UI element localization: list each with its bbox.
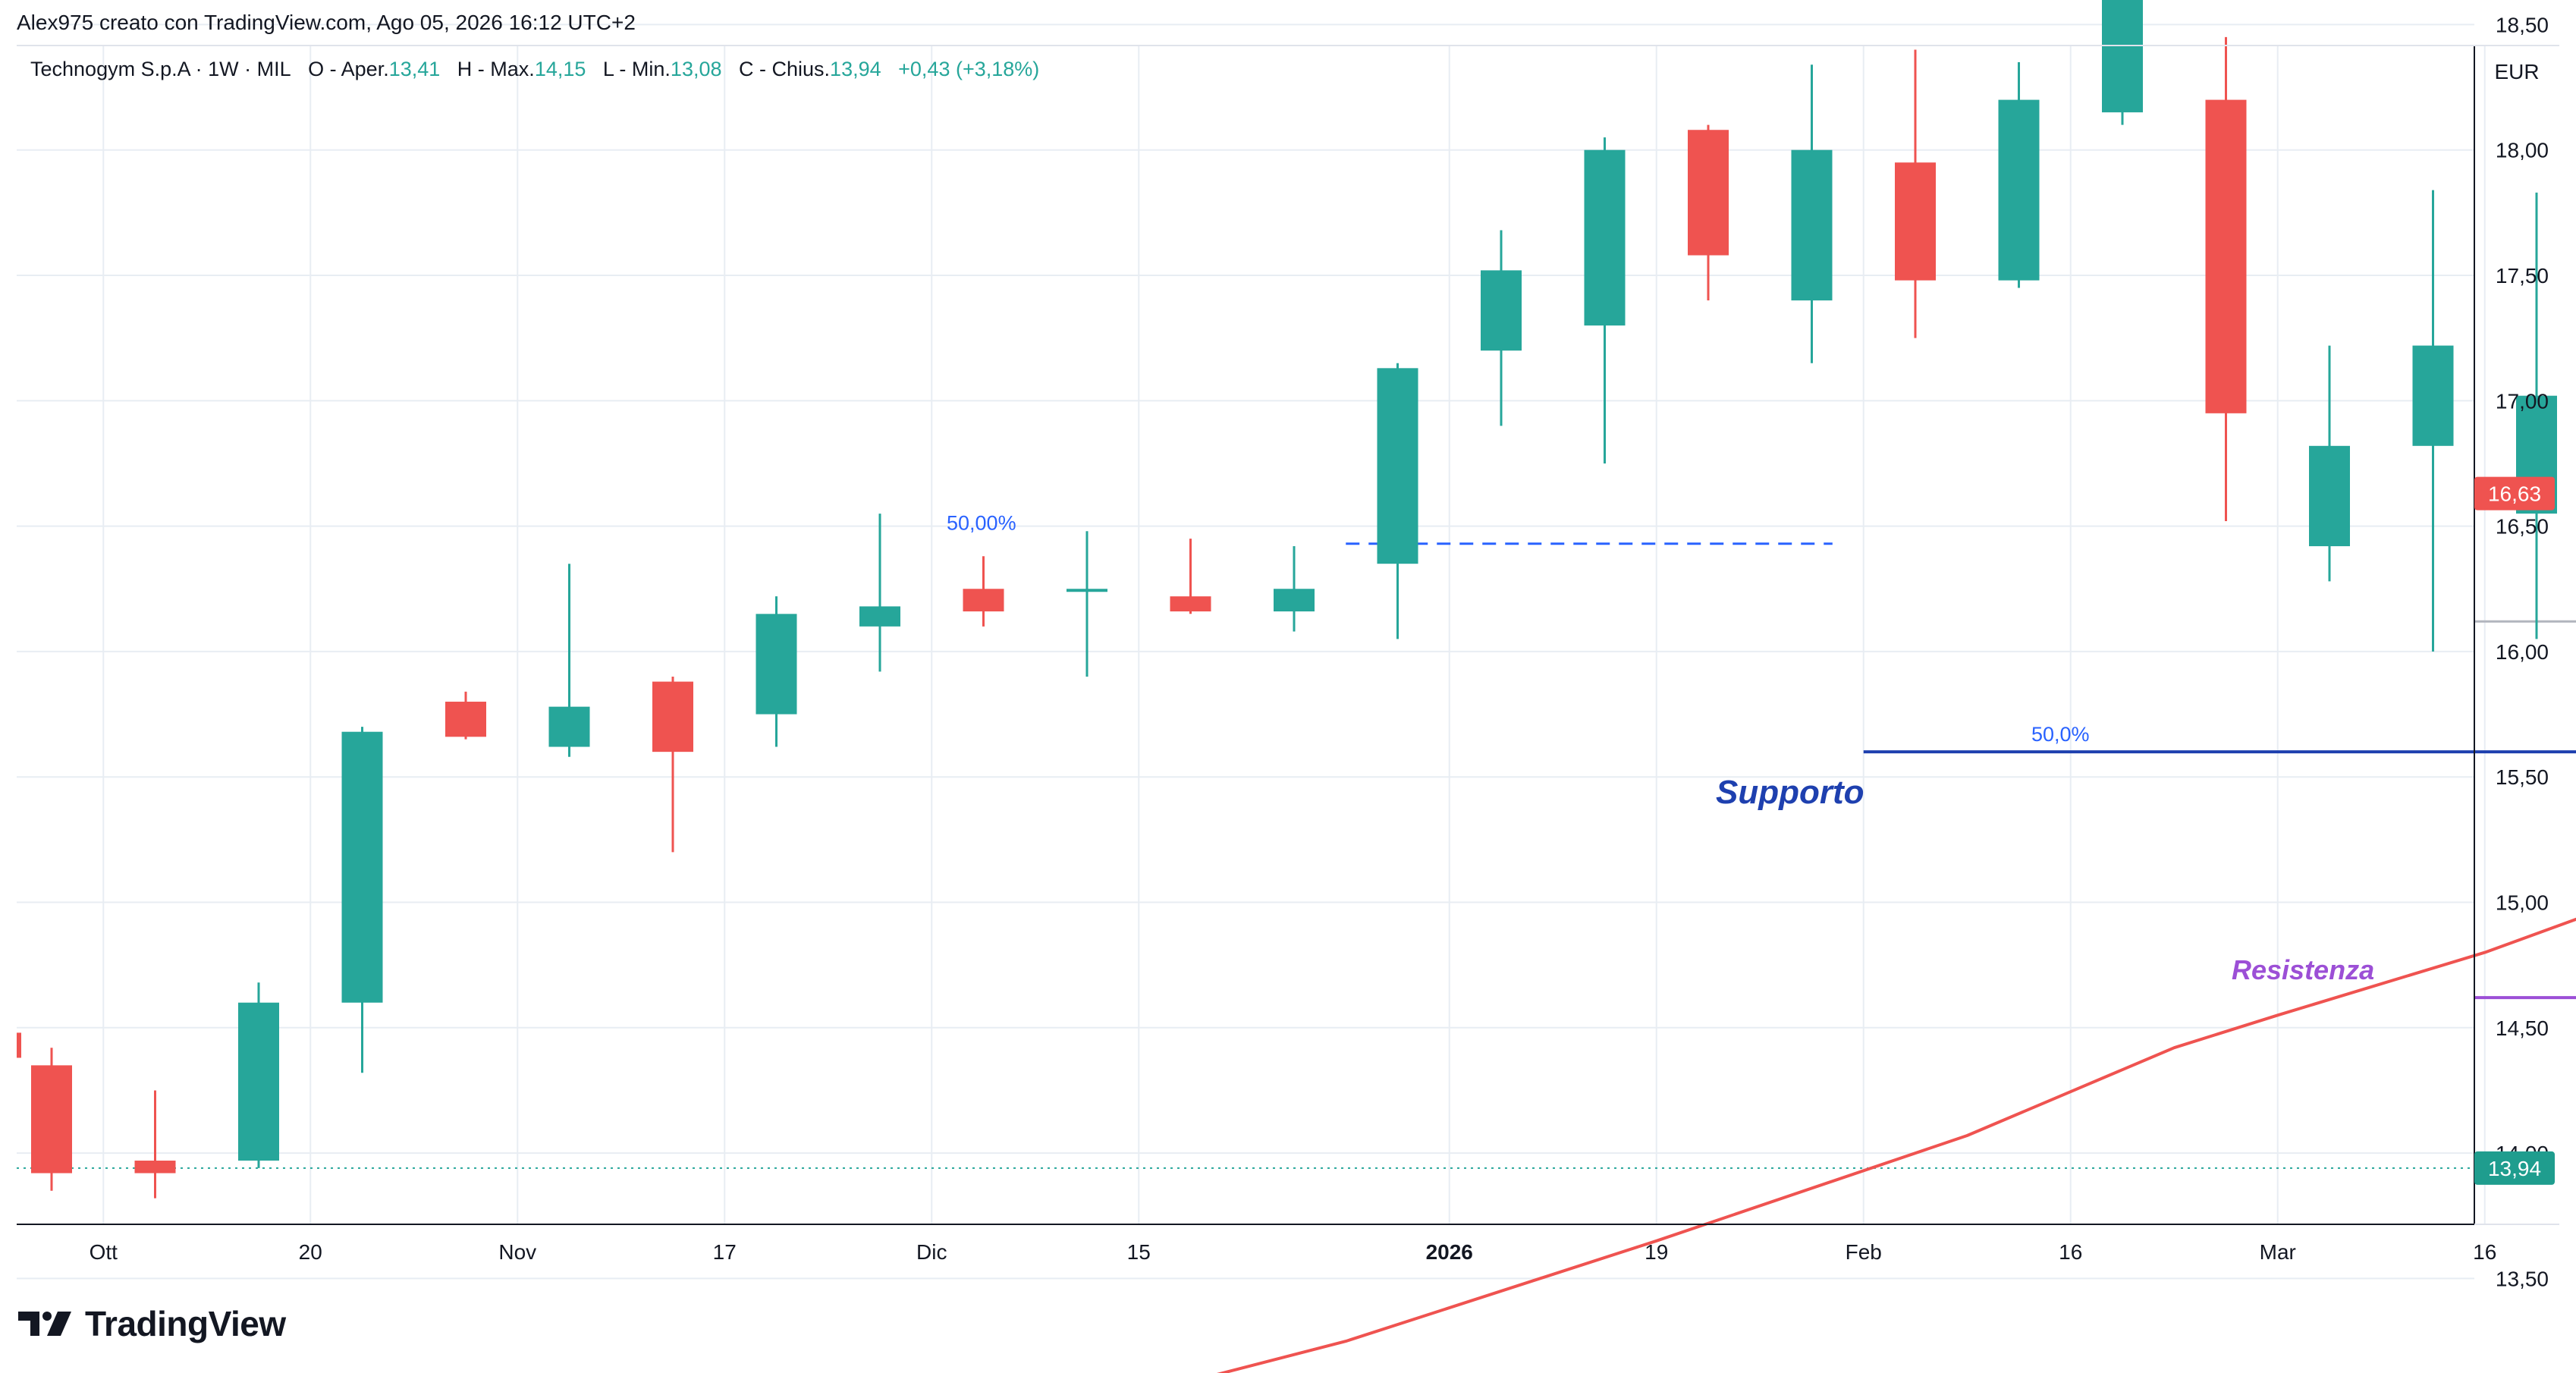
y-tick-label: 15,50 <box>2496 765 2549 789</box>
last-price-badge: 13,94 <box>2488 1157 2541 1180</box>
x-tick-label: Ott <box>90 1240 118 1264</box>
x-tick-label: 16 <box>2473 1240 2496 1264</box>
y-tick-label: 13,50 <box>2496 1267 2549 1290</box>
legend-open: 13,41 <box>388 58 441 80</box>
candle-body <box>238 1002 279 1161</box>
candle-body <box>1998 99 2040 281</box>
x-tick-label: 17 <box>713 1240 737 1264</box>
y-tick-label: 17,50 <box>2496 264 2549 287</box>
tradingview-brand[interactable]: TradingView <box>17 1303 286 1344</box>
fib-label-50b: 50,0% <box>2031 723 2090 746</box>
legend-low-label: L - Min. <box>602 58 671 80</box>
legend-high: 14,15 <box>534 58 586 80</box>
candle-body <box>548 706 590 747</box>
candle-body <box>445 702 486 737</box>
candle-body <box>859 606 900 627</box>
legend-high-label: H - Max. <box>457 58 535 80</box>
x-tick-label: Feb <box>1846 1240 1882 1264</box>
y-tick-label: 16,00 <box>2496 640 2549 664</box>
candle-body <box>963 589 1004 612</box>
candle-body <box>2102 0 2143 113</box>
legend-low: 13,08 <box>670 58 722 80</box>
candle-body <box>1481 270 1522 351</box>
candle-body <box>2205 99 2247 413</box>
x-tick-label: 19 <box>1645 1240 1668 1264</box>
candle-body <box>134 1161 176 1173</box>
moving-average-line <box>1216 917 2576 1373</box>
candle-body <box>1791 149 1833 301</box>
last-price-badge-bg <box>2474 1151 2555 1185</box>
candle-body <box>341 731 383 1003</box>
chart-axes: 13,0013,5014,0014,5015,0015,5016,0016,50… <box>17 13 2559 1290</box>
legend-symbol[interactable]: Technogym S.p.A · 1W · MIL <box>30 58 291 80</box>
candlestick-series <box>17 0 2557 1199</box>
candle-body <box>1274 589 1315 612</box>
y-tick-label: 18,00 <box>2496 139 2549 162</box>
x-tick-label: Nov <box>498 1240 536 1264</box>
candle-body <box>2309 445 2350 547</box>
x-tick-label: 15 <box>1127 1240 1151 1264</box>
currency-label: EUR <box>2494 60 2539 83</box>
fib-label-50: 50,00% <box>947 512 1016 535</box>
resistance-label: Resistenza <box>2232 954 2374 985</box>
tradingview-logo-icon <box>18 1312 71 1336</box>
candle-body <box>652 681 693 752</box>
y-tick-label: 17,00 <box>2496 389 2549 413</box>
candle-body <box>1688 130 1729 256</box>
candle-body-partial <box>17 1032 21 1058</box>
y-tick-label: 14,50 <box>2496 1016 2549 1040</box>
symbol-legend: Technogym S.p.A · 1W · MIL O - Aper.13,4… <box>30 58 1039 81</box>
x-tick-label: 2026 <box>1426 1240 1473 1264</box>
chart-grid <box>17 24 2486 1280</box>
y-tick-label: 18,50 <box>2496 13 2549 36</box>
x-tick-label: 20 <box>299 1240 322 1264</box>
candle-body <box>1377 368 1418 564</box>
candle-body <box>1895 162 1936 281</box>
candle-body <box>756 614 797 715</box>
support-label: Supporto <box>1716 774 1864 811</box>
x-tick-label: Dic <box>916 1240 947 1264</box>
legend-open-label: O - Aper. <box>308 58 389 80</box>
candle-body <box>2412 345 2454 446</box>
brand-name: TradingView <box>85 1304 286 1343</box>
legend-close-label: C - Chius. <box>739 58 831 80</box>
candle-body <box>1584 149 1626 326</box>
y-tick-label: 15,00 <box>2496 891 2549 915</box>
legend-change: +0,43 (+3,18%) <box>898 58 1040 80</box>
candle-body <box>31 1065 72 1173</box>
ma-price-badge-bg <box>2474 476 2555 511</box>
ma-price-badge: 16,63 <box>2488 482 2541 506</box>
y-tick-label: 16,50 <box>2496 515 2549 539</box>
x-tick-label: 16 <box>2059 1240 2082 1264</box>
x-tick-label: Mar <box>2260 1240 2296 1264</box>
legend-close: 13,94 <box>830 58 881 80</box>
candle-body <box>1170 596 1211 612</box>
candle-body <box>1067 589 1107 592</box>
chart-credit: Alex975 creato con TradingView.com, Ago … <box>17 11 636 34</box>
